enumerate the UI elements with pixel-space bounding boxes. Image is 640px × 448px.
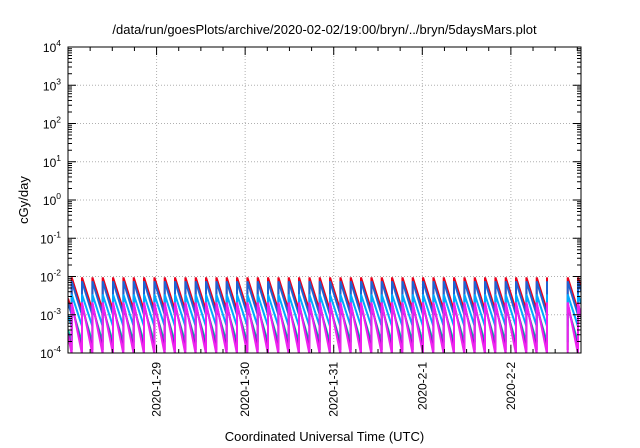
y-tick-label: 101	[43, 153, 61, 170]
x-axis-label: Coordinated Universal Time (UTC)	[225, 429, 424, 444]
series-group	[68, 277, 581, 353]
y-tick-label: 10-3	[40, 306, 61, 323]
x-tick-label: 2020-1-31	[327, 362, 341, 417]
x-tick-label: 2020-1-29	[150, 362, 164, 417]
y-tick-labels: 10-4 10-3 10-2 10-1 100 101 102 103 104	[40, 38, 61, 361]
y-tick-label: 104	[43, 38, 61, 55]
axis-ticks	[68, 46, 581, 354]
chart-title: /data/run/goesPlots/archive/2020-02-02/1…	[112, 22, 537, 37]
series-line-6	[68, 302, 548, 353]
x-tick-label: 2020-2-1	[415, 362, 429, 410]
x-tick-labels: 2020-1-29 2020-1-30 2020-1-31 2020-2-1 2020-…	[150, 362, 518, 417]
y-tick-label: 102	[43, 115, 61, 132]
y-tick-label: 100	[43, 191, 61, 208]
y-tick-label: 10-2	[40, 268, 61, 285]
y-tick-label: 103	[43, 76, 61, 93]
y-axis-label: cGy/day	[16, 176, 31, 224]
series-line-6	[566, 302, 581, 353]
x-tick-label: 2020-1-30	[238, 362, 252, 417]
x-tick-label: 2020-2-2	[504, 362, 518, 410]
y-tick-label: 10-1	[40, 229, 61, 246]
y-tick-label: 10-4	[40, 344, 61, 361]
